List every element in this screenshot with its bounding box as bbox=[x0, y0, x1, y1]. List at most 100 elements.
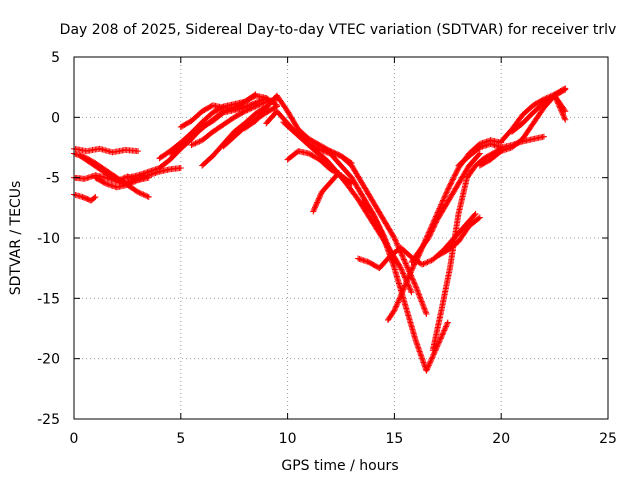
data-point bbox=[561, 114, 568, 121]
data-point bbox=[135, 189, 142, 196]
data-point bbox=[397, 263, 404, 270]
data-point bbox=[437, 336, 444, 343]
data-point bbox=[248, 105, 255, 112]
data-point bbox=[400, 286, 407, 293]
data-point bbox=[407, 269, 414, 276]
data-point bbox=[553, 97, 560, 104]
data-point bbox=[128, 180, 135, 187]
data-point bbox=[412, 283, 419, 290]
data-point bbox=[253, 102, 260, 109]
data-point bbox=[476, 150, 483, 157]
y-tick-label: 0 bbox=[51, 110, 60, 126]
data-point bbox=[449, 176, 456, 183]
data-point bbox=[259, 100, 266, 107]
data-point bbox=[348, 180, 355, 187]
data-point bbox=[420, 304, 427, 311]
data-point bbox=[129, 179, 136, 186]
data-point bbox=[441, 194, 448, 201]
data-point bbox=[429, 354, 436, 361]
data-point bbox=[558, 107, 565, 114]
data-point bbox=[435, 340, 442, 347]
data-point bbox=[429, 352, 436, 359]
data-point bbox=[312, 203, 319, 210]
data-point bbox=[428, 224, 435, 231]
data-point bbox=[260, 99, 267, 106]
data-point bbox=[426, 361, 433, 368]
data-point bbox=[379, 232, 386, 239]
data-point bbox=[442, 192, 449, 199]
data-point bbox=[424, 233, 431, 240]
y-tick-label: -10 bbox=[37, 231, 60, 247]
data-point bbox=[403, 278, 410, 285]
data-point bbox=[394, 299, 401, 306]
data-point bbox=[452, 171, 459, 178]
data-point bbox=[412, 281, 419, 288]
data-point bbox=[143, 192, 150, 199]
data-point bbox=[413, 256, 420, 263]
data-point bbox=[471, 211, 478, 218]
data-point bbox=[334, 170, 341, 177]
data-point bbox=[377, 228, 384, 235]
data-point bbox=[370, 210, 377, 217]
data-point bbox=[434, 210, 441, 217]
data-point bbox=[434, 343, 441, 350]
data-point bbox=[372, 216, 379, 223]
data-point bbox=[437, 202, 444, 209]
data-point bbox=[443, 323, 450, 330]
data-point bbox=[329, 149, 336, 156]
data-point bbox=[347, 179, 354, 186]
data-point bbox=[314, 199, 321, 206]
data-point bbox=[398, 251, 405, 258]
data-point bbox=[423, 235, 430, 241]
data-point bbox=[141, 192, 148, 199]
x-tick-label: 5 bbox=[176, 431, 185, 447]
data-point bbox=[438, 334, 445, 341]
series-10 bbox=[188, 96, 280, 149]
data-point bbox=[396, 295, 403, 302]
data-point bbox=[451, 172, 458, 179]
data-point bbox=[255, 102, 262, 109]
series-19 bbox=[327, 148, 430, 318]
data-point bbox=[314, 198, 321, 205]
data-point bbox=[421, 240, 428, 247]
data-point bbox=[435, 208, 442, 215]
series-1 bbox=[71, 145, 142, 156]
data-point bbox=[398, 266, 405, 273]
data-point bbox=[375, 224, 382, 231]
data-point bbox=[561, 115, 568, 122]
data-point bbox=[441, 327, 448, 334]
data-point bbox=[261, 99, 268, 106]
data-point bbox=[426, 228, 433, 235]
data-point bbox=[196, 138, 203, 145]
data-point bbox=[445, 185, 452, 192]
data-point bbox=[377, 226, 384, 233]
data-point bbox=[400, 270, 407, 277]
data-point bbox=[416, 249, 423, 256]
data-point bbox=[398, 267, 405, 274]
data-point bbox=[313, 200, 320, 207]
data-point bbox=[399, 269, 406, 276]
data-point bbox=[145, 193, 152, 200]
data-point bbox=[423, 311, 430, 318]
data-point bbox=[124, 181, 131, 188]
data-point bbox=[417, 295, 424, 302]
data-point bbox=[476, 214, 483, 221]
data-point bbox=[391, 235, 398, 241]
data-point bbox=[561, 86, 568, 93]
data-point bbox=[406, 271, 413, 278]
data-point bbox=[132, 178, 139, 185]
data-point bbox=[400, 255, 407, 262]
data-point bbox=[427, 226, 433, 233]
data-point bbox=[416, 292, 423, 299]
data-point bbox=[415, 290, 422, 297]
data-point bbox=[418, 245, 425, 252]
series-15 bbox=[280, 119, 415, 296]
data-point bbox=[441, 193, 448, 200]
data-point bbox=[332, 150, 339, 157]
data-point bbox=[390, 233, 397, 240]
data-point bbox=[431, 217, 438, 224]
data-point bbox=[249, 104, 256, 111]
data-point bbox=[432, 214, 439, 221]
data-point bbox=[378, 230, 385, 237]
data-point bbox=[554, 99, 561, 106]
